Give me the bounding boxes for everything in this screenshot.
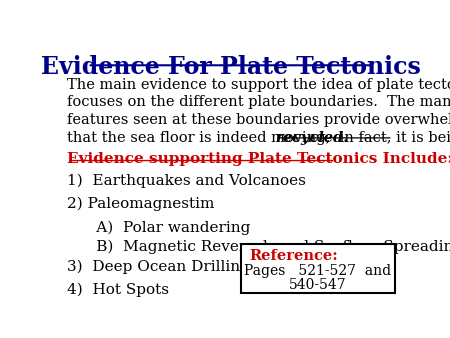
FancyBboxPatch shape	[241, 244, 395, 293]
Text: B)  Magnetic Reversals and Seafloor Spreading: B) Magnetic Reversals and Seafloor Sprea…	[67, 240, 450, 254]
Text: recycled.: recycled.	[275, 130, 348, 145]
Text: Evidence supporting Plate Tectonics Include:: Evidence supporting Plate Tectonics Incl…	[67, 152, 450, 166]
Text: A)  Polar wandering: A) Polar wandering	[67, 220, 250, 235]
Text: Reference:: Reference:	[250, 249, 338, 263]
Text: features seen at these boundaries provide overwhelming proof: features seen at these boundaries provid…	[67, 113, 450, 127]
Text: Evidence For Plate Tectonics: Evidence For Plate Tectonics	[40, 55, 421, 79]
Text: 1)  Earthquakes and Volcanoes: 1) Earthquakes and Volcanoes	[67, 173, 306, 188]
Text: 4)  Hot Spots: 4) Hot Spots	[67, 283, 169, 297]
Text: The main evidence to support the idea of plate tectonics: The main evidence to support the idea of…	[67, 77, 450, 92]
Text: 3)  Deep Ocean Drilling: 3) Deep Ocean Drilling	[67, 259, 250, 273]
Text: focuses on the different plate boundaries.  The many different: focuses on the different plate boundarie…	[67, 95, 450, 109]
Text: that the sea floor is indeed moving,  in fact, it is being: that the sea floor is indeed moving, in …	[67, 130, 450, 145]
Text: Pages   521-527  and: Pages 521-527 and	[244, 264, 392, 278]
Text: 2) Paleomagnestim: 2) Paleomagnestim	[67, 197, 214, 211]
Text: 540-547: 540-547	[289, 278, 347, 292]
